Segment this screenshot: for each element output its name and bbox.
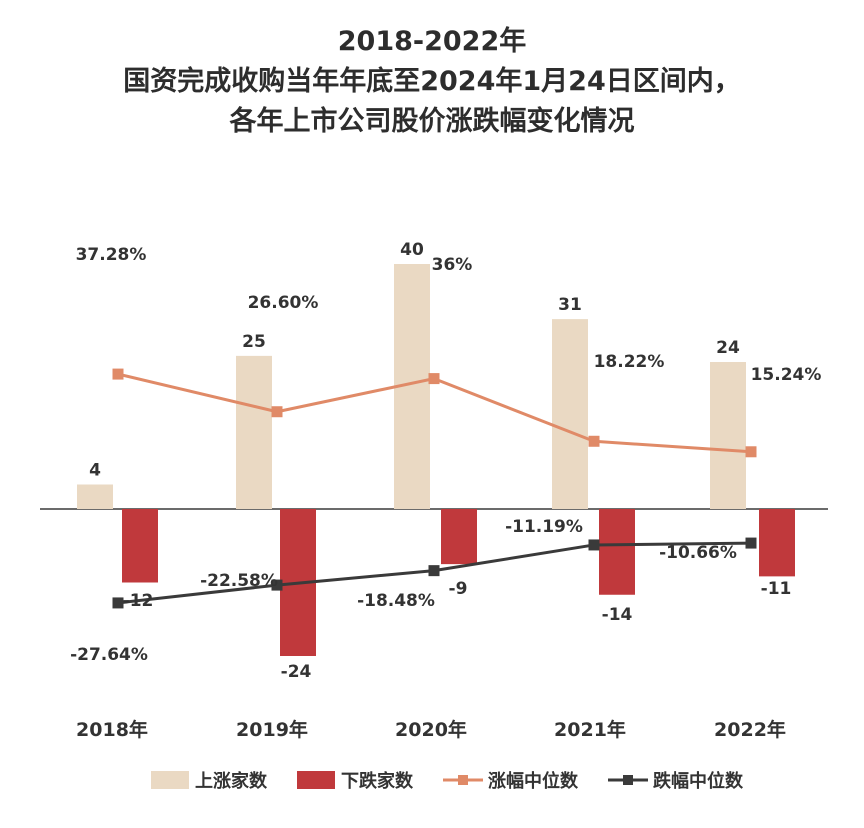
up-bar [710, 362, 746, 509]
title-line-3: 各年上市公司股价涨跌幅变化情况 [229, 106, 635, 137]
rise-median-point [745, 446, 757, 458]
x-tick-label: 2021年 [554, 718, 626, 741]
fall-median-point [745, 537, 757, 549]
down-bar [599, 509, 635, 595]
up-bar [236, 355, 272, 509]
rise-median-point [112, 368, 124, 380]
title-line-1: 2018-2022年 [337, 26, 527, 57]
rise-median-label: 36% [432, 255, 473, 275]
legend-up-label: 上涨家数 [195, 770, 268, 792]
legend-up-swatch [151, 771, 189, 789]
x-tick-label: 2018年 [76, 718, 148, 741]
x-tick-label: 2022年 [714, 718, 786, 741]
fall-median-point [112, 597, 124, 609]
legend-down-swatch [297, 771, 335, 789]
rise-median-point [428, 373, 440, 385]
legend-down-label: 下跌家数 [341, 770, 414, 792]
rise-median-label: 37.28% [76, 245, 147, 265]
fall-median-label: -27.64% [70, 645, 148, 665]
rise-median-line [117, 372, 752, 454]
down-bar-label: -12 [123, 591, 154, 611]
down-bar [441, 509, 477, 565]
down-bar-label: -14 [602, 605, 633, 625]
chart-title: 2018-2022年 国资完成收购当年年底至2024年1月24日区间内， 各年上… [0, 22, 864, 142]
down-bar-label: -24 [281, 662, 312, 682]
rise-median-label: 26.60% [248, 293, 319, 313]
rise-median-point [271, 406, 283, 418]
x-tick-label: 2020年 [395, 718, 467, 741]
up-bar-label: 31 [558, 295, 582, 315]
up-bar-label: 40 [400, 240, 424, 260]
title-line-2: 国资完成收购当年年底至2024年1月24日区间内， [123, 66, 741, 97]
legend-rise-marker [458, 775, 468, 785]
legend-rise-label: 涨幅中位数 [488, 770, 579, 792]
fall-median-point [428, 565, 440, 577]
down-bar-label: -9 [449, 579, 468, 599]
fall-median-point [271, 579, 283, 591]
down-bar-label: -11 [761, 579, 792, 599]
rise-median-point [588, 435, 600, 447]
up-bar-label: 25 [242, 332, 266, 352]
fall-median-label: -10.66% [659, 543, 737, 563]
up-bar-label: 24 [716, 338, 740, 358]
up-bar [77, 484, 113, 509]
legend-fall-label: 跌幅中位数 [653, 770, 744, 792]
fall-median-point [588, 539, 600, 551]
rise-median-label: 18.22% [594, 352, 665, 372]
legend-fall-marker [623, 775, 633, 785]
fall-median-label: -22.58% [200, 571, 278, 591]
up-bar-label: 4 [89, 461, 101, 481]
up-bar [552, 319, 588, 509]
x-tick-label: 2019年 [236, 718, 308, 741]
fall-median-label: -11.19% [505, 517, 583, 537]
down-bar [759, 509, 795, 577]
rise-median-label: 15.24% [751, 365, 822, 385]
fall-median-label: -18.48% [357, 591, 435, 611]
down-bar [122, 509, 158, 583]
